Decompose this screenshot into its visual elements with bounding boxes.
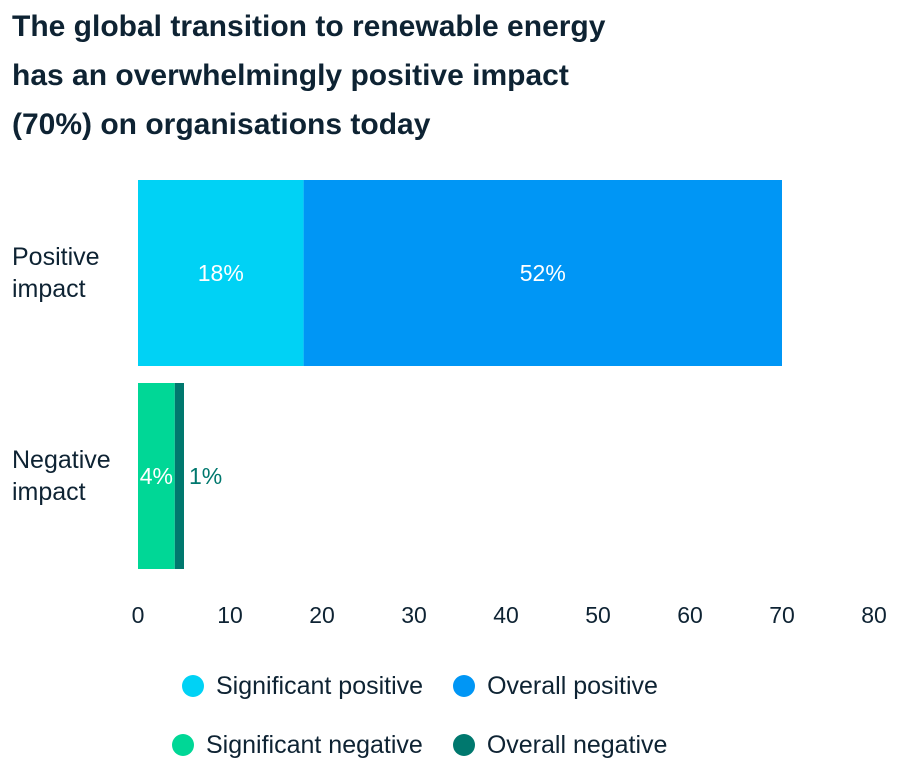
x-tick-label: 20 [309, 602, 335, 628]
data-label: 52% [520, 260, 566, 286]
x-tick-label: 40 [493, 602, 519, 628]
legend-item-significant-positive: Significant positive [182, 672, 423, 701]
x-tick-label: 30 [401, 602, 427, 628]
category-label: Negative impact [12, 446, 111, 506]
x-tick-label: 60 [677, 602, 703, 628]
chart-title: The global transition to renewable energ… [12, 2, 712, 149]
x-tick-label: 70 [769, 602, 795, 628]
bar-segment-overall-positive [303, 180, 782, 366]
legend-label: Overall positive [487, 671, 658, 700]
chart-title-line: The global transition to renewable energ… [12, 10, 606, 43]
data-label: 4% [140, 463, 173, 489]
bar-segment-overall-negative [174, 383, 184, 569]
legend-swatch [172, 734, 194, 756]
legend-item-overall-negative: Overall negative [452, 730, 668, 760]
bar-chart: Positive impact Negative impact 18% 52% 4% 1% 0 1… [12, 180, 887, 628]
data-label: 18% [198, 260, 244, 286]
legend-label: Significant positive [216, 671, 424, 700]
bar-segment-significant-negative [138, 383, 175, 569]
x-tick-label: 80 [861, 602, 887, 628]
data-label: 1% [189, 463, 222, 489]
x-tick-label: 0 [132, 602, 145, 628]
legend-item-significant-negative: Significant negative [172, 731, 423, 760]
legend-swatch [453, 675, 476, 697]
legend-row: Significant negative Overall negative [172, 723, 667, 767]
legend-label: Significant negative [206, 730, 423, 759]
bar-segment-significant-positive [138, 180, 304, 366]
legend-item-overall-positive: Overall positive [453, 672, 658, 701]
chart-title-line: has an overwhelmingly positive impact [12, 59, 569, 92]
x-tick-label: 10 [217, 602, 243, 628]
legend-swatch [182, 675, 204, 697]
legend-label: Overall negative [486, 730, 668, 759]
x-tick-label: 50 [585, 602, 611, 628]
chart-title-line: (70%) on organisations today [12, 108, 431, 141]
legend-row: Significant positive Overall positive [182, 664, 658, 708]
category-label: Positive impact [12, 243, 100, 303]
legend-swatch [452, 734, 475, 756]
